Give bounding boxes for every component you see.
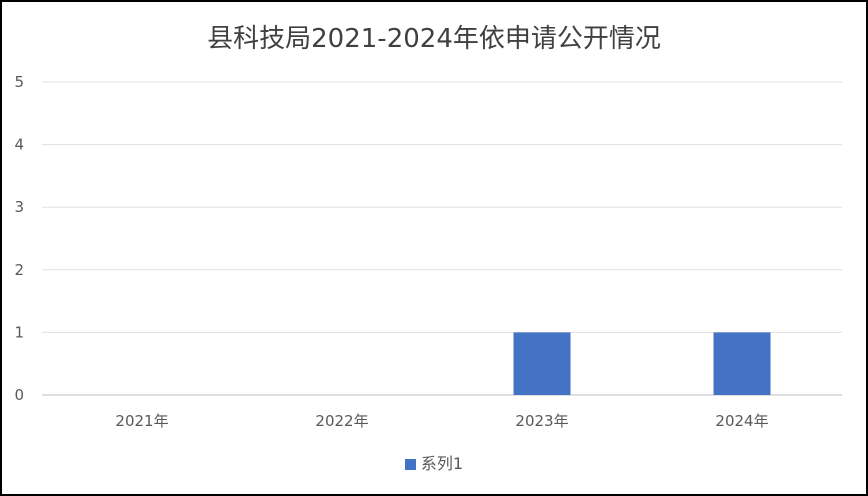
x-tick-label: 2024年 xyxy=(715,412,768,430)
x-tick-label: 2023年 xyxy=(515,412,568,430)
bar xyxy=(513,332,571,395)
x-tick-label: 2022年 xyxy=(315,412,368,430)
y-tick-label: 0 xyxy=(14,386,24,404)
y-tick-label: 5 xyxy=(14,73,24,91)
x-tick-label: 2021年 xyxy=(115,412,168,430)
y-tick-label: 4 xyxy=(14,136,24,154)
y-tick-label: 1 xyxy=(14,323,24,341)
legend-swatch xyxy=(404,459,416,470)
chart-title: 县科技局2021-2024年依申请公开情况 xyxy=(207,24,661,54)
y-tick-label: 2 xyxy=(14,261,24,279)
legend-label: 系列1 xyxy=(420,454,464,473)
legend: 系列1 xyxy=(0,450,868,474)
y-tick-label: 3 xyxy=(14,198,24,216)
bar xyxy=(713,332,771,395)
